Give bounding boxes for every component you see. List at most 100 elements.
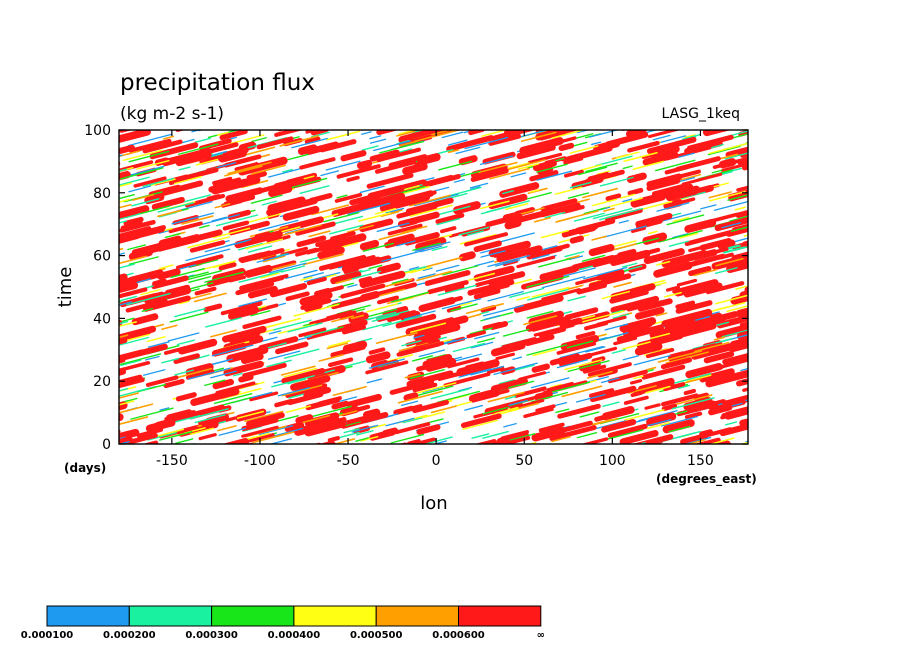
precip-streak: [341, 256, 382, 273]
y-tick-label: 60: [93, 249, 111, 265]
precip-streak: [714, 267, 738, 274]
precip-streak: [235, 281, 275, 296]
precip-streak: [127, 269, 164, 285]
precip-streak: [240, 352, 264, 365]
precip-streak: [624, 118, 638, 122]
precip-streak: [745, 141, 748, 144]
precip-streak: [772, 262, 808, 271]
precip-streak: [303, 302, 323, 312]
precip-streak: [458, 155, 478, 166]
precip-streak: [621, 104, 650, 111]
precip-streak: [474, 117, 508, 126]
precip-streak: [499, 232, 535, 243]
precip-streak: [402, 266, 427, 274]
precip-streak: [422, 267, 433, 272]
precip-streak: [268, 427, 304, 438]
precip-streak: [126, 452, 153, 459]
precip-streak: [726, 305, 748, 313]
precip-streak: [672, 373, 712, 384]
precip-streak: [204, 413, 230, 425]
precip-streak: [582, 115, 592, 118]
precip-streak: [248, 433, 275, 443]
precip-streak: [178, 300, 190, 305]
precip-streak: [268, 168, 300, 178]
precip-streak: [163, 378, 185, 389]
precip-streak: [601, 290, 630, 300]
y-tick-label: 80: [93, 186, 111, 202]
precip-streak: [302, 253, 344, 266]
precip-streak: [299, 256, 319, 263]
precip-streak: [740, 119, 765, 126]
y-tick-label: 40: [93, 311, 111, 327]
precip-streak: [523, 407, 554, 419]
precip-streak: [176, 254, 224, 270]
colorbar-label: 0.000600: [432, 630, 485, 641]
precip-streak: [636, 331, 684, 350]
x-tick-label: 0: [432, 453, 441, 469]
precip-streak: [661, 393, 699, 407]
precip-streak: [627, 140, 660, 153]
precip-streak: [374, 288, 406, 298]
precip-streak: [119, 392, 139, 399]
precip-streak: [223, 360, 264, 377]
precip-streak: [190, 387, 240, 407]
precip-streak: [639, 108, 661, 114]
precip-streak: [734, 206, 747, 211]
precip-streak: [347, 202, 391, 215]
precip-streak: [692, 338, 733, 350]
precip-streak: [479, 451, 493, 455]
precip-streak: [328, 340, 351, 348]
precip-streak: [466, 313, 482, 319]
precip-streak: [218, 262, 237, 271]
precip-streak: [544, 211, 566, 219]
precip-streak: [119, 252, 125, 256]
precip-streak: [359, 185, 385, 194]
precip-streak: [327, 436, 340, 443]
precip-streak: [777, 135, 814, 145]
precip-streak: [295, 221, 336, 236]
precip-streak: [394, 422, 431, 435]
precip-streak: [730, 293, 748, 305]
precip-streak: [564, 251, 585, 258]
precip-streak: [430, 405, 457, 414]
precip-streak: [175, 151, 212, 167]
colorbar-swatch: [293, 605, 377, 627]
precip-streak: [609, 289, 649, 304]
precip-streak: [300, 276, 313, 281]
precip-streak: [531, 286, 570, 298]
precip-streak: [152, 278, 167, 286]
precip-streak: [203, 303, 223, 313]
precip-streak: [679, 232, 699, 239]
precip-streak: [759, 198, 788, 206]
precip-streak: [246, 442, 255, 444]
precip-streak: [605, 208, 643, 222]
precip-streak: [119, 333, 150, 344]
colorbar: 0.000100 0.000200 0.000300 0.000400 0.000500…: [21, 605, 545, 641]
precip-streak: [643, 248, 685, 265]
precip-streak: [740, 367, 748, 372]
precip-streak: [750, 443, 786, 452]
precip-streak: [279, 135, 320, 147]
precip-streak: [646, 173, 683, 188]
precip-streak: [331, 315, 355, 323]
precip-streak: [573, 212, 605, 222]
precip-streak: [92, 223, 103, 226]
precip-streak: [246, 171, 267, 181]
precip-streak: [119, 198, 131, 203]
precip-streak: [415, 237, 447, 251]
precip-streak: [376, 310, 409, 320]
colorbar-label: 0.000100: [21, 630, 74, 641]
precip-streak: [575, 198, 590, 204]
precip-streak: [683, 388, 696, 396]
precip-streak: [409, 204, 453, 217]
precip-streak: [740, 115, 768, 122]
precip-streak: [437, 284, 477, 296]
precip-streak: [480, 200, 510, 210]
precip-streak: [447, 149, 460, 154]
precip-streak: [340, 150, 367, 162]
precip-streak: [331, 202, 369, 217]
precip-streak: [721, 409, 742, 419]
precip-streak: [768, 227, 788, 232]
precip-streak: [558, 142, 575, 152]
precip-streak: [119, 203, 132, 209]
